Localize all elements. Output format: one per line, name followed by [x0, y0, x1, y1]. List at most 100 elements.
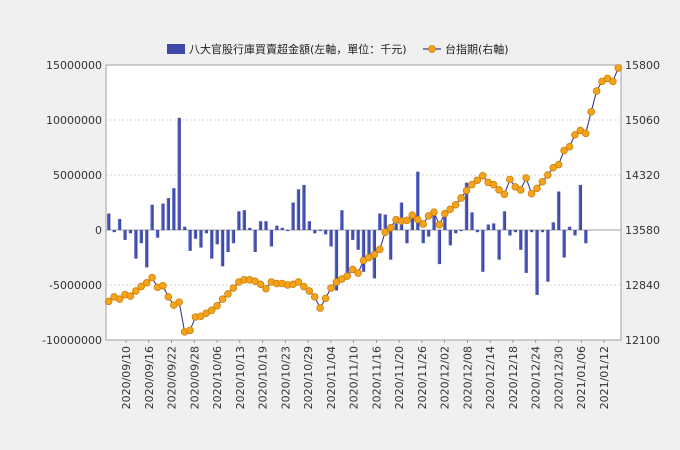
bar	[210, 230, 214, 259]
legend: 八大官股行庫買賣超金額(左軸，單位：千元) 台指期(右軸)	[167, 42, 509, 56]
x-tick-label: 2020/09/22	[166, 346, 179, 409]
bar	[182, 226, 187, 230]
plot-area	[105, 64, 622, 341]
bar	[215, 230, 219, 245]
bar	[128, 230, 133, 234]
index-point	[175, 298, 183, 306]
index-point	[354, 269, 362, 277]
bar	[204, 230, 208, 234]
bar	[399, 202, 404, 230]
bar	[280, 227, 284, 230]
bar	[573, 230, 577, 236]
bar	[226, 230, 230, 252]
right-tick-label: 15800	[625, 59, 660, 72]
bar	[578, 184, 583, 230]
index-point	[305, 287, 314, 295]
index-point	[609, 77, 617, 86]
bar	[275, 225, 279, 230]
bar	[361, 230, 366, 272]
index-point	[348, 265, 357, 274]
bar	[562, 230, 566, 258]
index-point	[446, 205, 454, 213]
index-point	[137, 282, 145, 291]
x-tick-label: 2020/10/06	[211, 346, 224, 409]
bar	[470, 212, 474, 230]
index-point	[256, 280, 265, 289]
index-point	[294, 278, 303, 286]
index-point	[207, 306, 216, 315]
bar	[394, 223, 398, 230]
index-point	[126, 292, 135, 300]
index-point	[159, 281, 167, 290]
index-point	[489, 180, 498, 189]
legend-bar-label: 八大官股行庫買賣超金額(左軸，單位：千元)	[189, 42, 407, 56]
index-point	[213, 302, 221, 310]
line-layer	[104, 64, 623, 336]
index-point	[316, 304, 324, 312]
index-point	[132, 287, 140, 295]
index-point	[262, 284, 270, 293]
bar	[459, 230, 463, 232]
bar	[513, 230, 517, 233]
index-point	[435, 221, 444, 229]
bar	[432, 212, 436, 230]
index-point	[408, 211, 417, 219]
bar	[356, 230, 360, 250]
bar	[161, 203, 165, 230]
bar	[464, 182, 469, 230]
left-tick-label: 10000000	[46, 114, 102, 127]
index-point	[495, 186, 503, 194]
bar	[313, 230, 317, 234]
left-tick-label: -10000000	[42, 334, 102, 347]
bar	[524, 230, 528, 273]
index-point	[473, 176, 482, 184]
index-point	[218, 295, 227, 303]
x-tick-label: 2020/12/24	[530, 346, 543, 409]
bar	[378, 213, 382, 230]
bar	[172, 188, 176, 230]
bar	[405, 230, 409, 244]
right-tick-label: 15060	[625, 114, 660, 127]
bar	[519, 230, 523, 250]
x-tick-label: 2020/09/10	[120, 346, 133, 409]
x-tick-label: 2020/09/16	[143, 346, 156, 409]
right-tick-label: 14320	[625, 169, 660, 182]
index-point	[164, 293, 173, 301]
index-point	[592, 87, 601, 95]
bar	[302, 184, 306, 230]
bar	[540, 230, 545, 233]
bar	[388, 230, 393, 260]
legend-bar-swatch	[167, 44, 185, 54]
right-axis: 15800 15060 14320 13580 12840 12100	[625, 59, 660, 347]
index-point	[582, 129, 590, 138]
bar	[258, 221, 263, 230]
x-axis: 2020/09/10 2020/09/16 2020/09/22 2020/09/28…	[120, 340, 611, 409]
bar	[448, 230, 452, 246]
bar	[247, 227, 252, 230]
x-tick-label: 2020/11/04	[325, 346, 338, 409]
index-point	[370, 250, 379, 259]
index-point	[104, 297, 113, 306]
index-point	[527, 189, 536, 198]
index-point	[500, 190, 509, 199]
bar	[508, 230, 512, 236]
x-tick-label: 2020/11/26	[416, 346, 429, 409]
index-point	[386, 224, 395, 232]
bar	[253, 230, 257, 252]
bar	[486, 224, 490, 230]
x-tick-label: 2021/01/12	[598, 346, 611, 409]
index-point	[544, 171, 552, 179]
bar	[155, 230, 160, 238]
x-tick-label: 2020/11/20	[393, 346, 406, 409]
x-tick-label: 2020/10/19	[257, 346, 270, 409]
bar	[112, 230, 116, 233]
bar	[443, 210, 447, 230]
index-point	[381, 228, 389, 236]
index-point	[516, 186, 525, 194]
legend-line-label: 台指期(右軸)	[445, 42, 509, 56]
bar	[188, 230, 192, 251]
index-point	[538, 177, 547, 186]
bar	[546, 230, 550, 282]
bar	[134, 230, 138, 259]
